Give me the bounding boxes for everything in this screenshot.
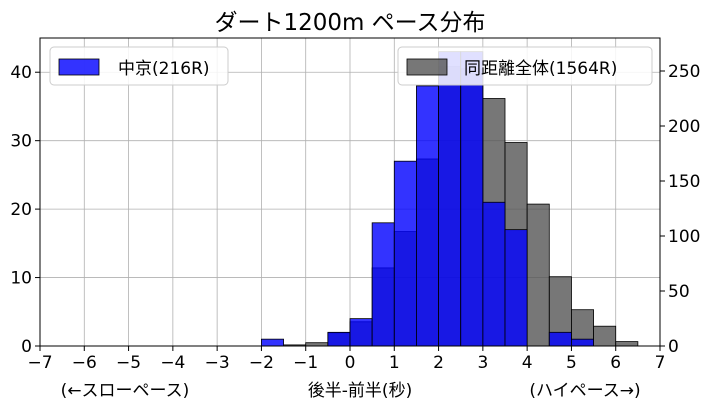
bar-chukyo: [327, 331, 351, 347]
y-tick-label-right: 200: [668, 117, 700, 137]
y-axis-right: 0 50 100 150 200 250: [660, 62, 700, 357]
x-tick-label: 6: [610, 353, 621, 373]
x-tick-label: −1: [293, 353, 318, 373]
x-axis-label: 後半-前半(秒): [308, 381, 412, 401]
x-tick-label: −6: [72, 353, 97, 373]
bar-all: [593, 325, 617, 347]
legend-right-box: [397, 46, 653, 86]
legend-left-box: [49, 46, 229, 86]
x-tick-label: −4: [160, 353, 185, 373]
bar-chukyo: [482, 201, 506, 347]
x-tick-label: 4: [522, 353, 533, 373]
x-tick-label: −3: [205, 353, 230, 373]
y-tick-label-right: 250: [668, 62, 700, 82]
x-tick-label: 1: [389, 353, 400, 373]
x-tick-label: 7: [655, 353, 666, 373]
x-axis: −7 −6 −5 −4 −3 −2 −1 0 1 2 3 4 5 6 7: [27, 346, 665, 373]
legend-right: 同距離全体(1564R): [397, 46, 653, 86]
y-tick-label-left: 20: [10, 200, 32, 220]
chart-title: ダート1200m ペース分布: [214, 10, 485, 36]
bar-chukyo: [460, 51, 484, 347]
y-tick-label-right: 0: [668, 337, 679, 357]
y-tick-label-left: 30: [10, 132, 32, 152]
x-label-fast: (ハイペース→): [529, 381, 640, 401]
bar-all: [615, 341, 639, 347]
bar-chukyo: [438, 51, 462, 347]
bar-chukyo: [504, 229, 528, 347]
bar-chukyo: [416, 85, 439, 347]
x-tick-label: −2: [249, 353, 274, 373]
bar-chukyo: [371, 222, 395, 347]
x-tick-label: 0: [345, 353, 356, 373]
bar-chukyo: [393, 160, 417, 347]
legend-swatch-all: [406, 58, 448, 76]
y-tick-label-left: 0: [21, 337, 32, 357]
y-tick-label-right: 150: [668, 172, 700, 192]
y-tick-label-right: 100: [668, 227, 700, 247]
x-tick-label: −5: [116, 353, 141, 373]
y-axis-left: 0 10 20 30 40: [10, 63, 40, 357]
legend-label-all: 同距離全体(1564R): [464, 59, 617, 79]
legend-swatch-chukyo: [58, 58, 100, 76]
y-tick-label-left: 40: [10, 63, 32, 83]
y-tick-label-left: 10: [10, 269, 32, 289]
x-tick-label: 3: [477, 353, 488, 373]
bar-chukyo: [261, 338, 284, 347]
y-tick-label-right: 50: [668, 282, 690, 302]
bar-chukyo: [349, 318, 373, 347]
bar-chukyo: [571, 338, 594, 347]
x-tick-label: 2: [433, 353, 444, 373]
legend-label-chukyo: 中京(216R): [118, 59, 210, 79]
bar-all: [526, 203, 550, 347]
x-tick-label: 5: [566, 353, 577, 373]
x-tick-label: −7: [27, 353, 52, 373]
legend-left: 中京(216R): [49, 46, 229, 86]
x-label-slow: (←スローペース): [61, 381, 190, 401]
bar-chukyo: [548, 331, 572, 347]
